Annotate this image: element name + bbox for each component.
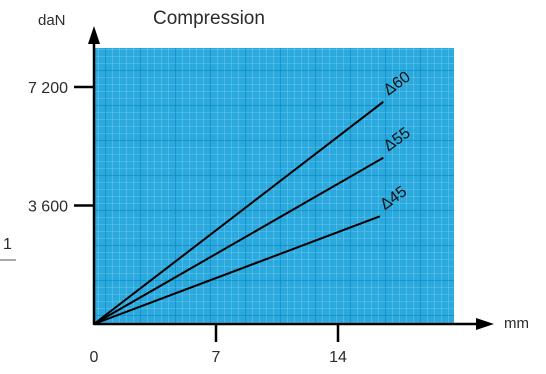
x-tick-label-2: 14 bbox=[329, 349, 347, 366]
x-tick-label-0: 0 bbox=[90, 349, 99, 366]
y-axis-label: daN bbox=[38, 12, 66, 29]
x-axis-label: mm bbox=[504, 315, 529, 332]
chart-title: Compression bbox=[153, 8, 265, 29]
series-line-1 bbox=[93, 156, 384, 325]
x-axis-arrow bbox=[476, 318, 494, 330]
y-tick-label-0: 3 600 bbox=[28, 199, 68, 216]
series-line-0 bbox=[93, 101, 384, 325]
x-tick-label-1: 7 bbox=[212, 349, 221, 366]
series-line-2 bbox=[93, 215, 381, 325]
side-marker-text: 1 bbox=[3, 236, 12, 253]
y-tick-label-1: 7 200 bbox=[28, 80, 68, 97]
ticks-layer: 3 600 7 200 0 7 14 bbox=[28, 80, 347, 366]
y-axis-arrow bbox=[88, 26, 100, 44]
